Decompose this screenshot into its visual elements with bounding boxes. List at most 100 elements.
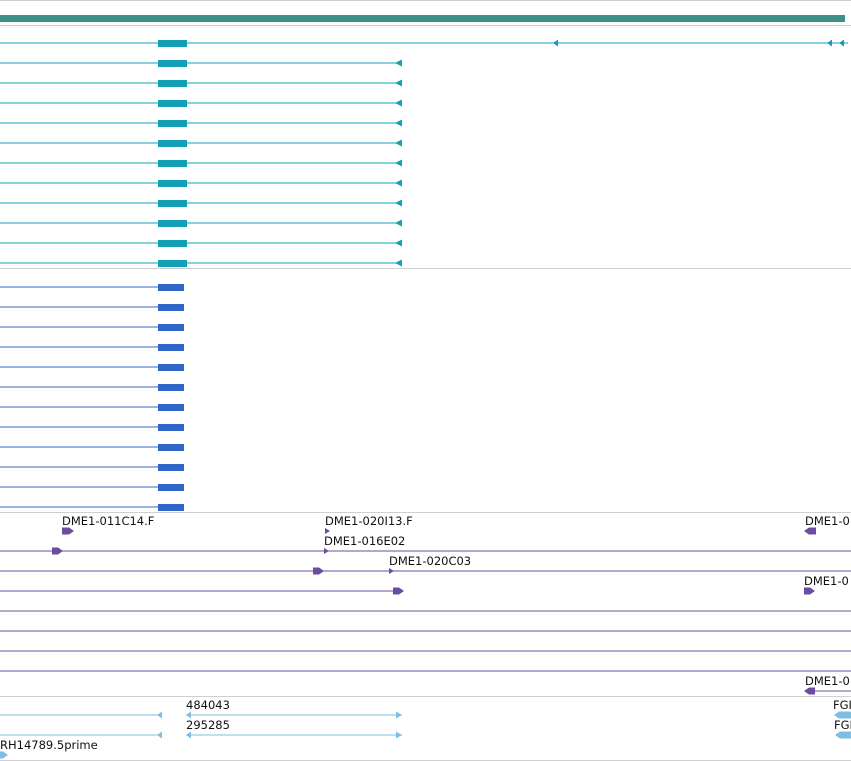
bac-label-dme1-016e02: DME1-016E02 (324, 534, 405, 548)
coding-feature[interactable] (0, 444, 184, 451)
est-arrow-icon (157, 731, 162, 739)
bac-label-dme1-020i13f: DME1-020I13.F (325, 514, 413, 528)
cds-block[interactable] (158, 324, 184, 331)
exon-block[interactable] (158, 140, 187, 147)
est-arrow-icon (186, 731, 191, 739)
coding-feature[interactable] (0, 384, 184, 391)
bac-end-arrow-icon (804, 587, 815, 595)
coding-track (0, 284, 184, 511)
est-feature[interactable] (835, 731, 851, 739)
strand-arrow-icon (395, 239, 402, 247)
bac-end-feature[interactable] (62, 527, 74, 535)
transcript-feature[interactable] (0, 259, 402, 268)
bac-pair-feature[interactable] (0, 567, 851, 575)
bac-end-arrow-icon (325, 528, 330, 534)
bac-pair-feature[interactable] (804, 687, 851, 695)
exon-block[interactable] (158, 180, 187, 187)
coding-feature[interactable] (0, 304, 184, 311)
est-arrow-icon (0, 751, 8, 759)
coding-feature[interactable] (0, 404, 184, 411)
strand-arrow-icon (395, 219, 402, 227)
strand-arrow-icon (553, 39, 558, 47)
gene-feature[interactable] (0, 15, 845, 22)
transcript-feature[interactable] (0, 179, 402, 188)
exon-block[interactable] (158, 100, 187, 107)
transcript-feature[interactable] (0, 79, 402, 88)
strand-arrow-icon (395, 79, 402, 87)
exon-block[interactable] (158, 60, 187, 67)
bac-end-arrow-icon (52, 547, 63, 555)
est-feature[interactable] (0, 751, 8, 759)
transcript-feature[interactable] (0, 119, 402, 128)
cds-block[interactable] (158, 344, 184, 351)
exon-block[interactable] (158, 160, 187, 167)
strand-arrow-icon (395, 119, 402, 127)
est-feature[interactable] (834, 711, 851, 719)
est-label-295285: 295285 (186, 718, 230, 732)
est-feature[interactable] (186, 711, 402, 719)
cds-block[interactable] (158, 504, 184, 511)
exon-block[interactable] (158, 80, 187, 87)
bac-label-dme1-0-c: DME1-0 (805, 674, 850, 688)
cds-block[interactable] (158, 404, 184, 411)
coding-feature[interactable] (0, 484, 184, 491)
cds-block[interactable] (158, 364, 184, 371)
bac-end-feature[interactable] (325, 528, 330, 534)
strand-arrow-icon (395, 59, 402, 67)
bac-label-dme1-020c03: DME1-020C03 (389, 554, 471, 568)
transcript-feature[interactable] (0, 219, 402, 228)
exon-block[interactable] (158, 120, 187, 127)
exon-block[interactable] (158, 220, 187, 227)
transcript-feature[interactable] (0, 239, 402, 248)
est-track: 484043 FGI 295285 FGI RH14789.5prime (0, 698, 851, 759)
transcript-feature[interactable] (0, 39, 848, 48)
bac-pair-feature[interactable] (0, 587, 815, 595)
coding-feature[interactable] (0, 344, 184, 351)
coding-feature[interactable] (0, 284, 184, 291)
est-arrow-icon (834, 711, 851, 719)
cds-block[interactable] (158, 424, 184, 431)
coding-feature[interactable] (0, 504, 184, 511)
strand-arrow-icon (395, 99, 402, 107)
bac-end-arrow-icon (393, 587, 404, 595)
strand-arrow-icon (395, 179, 402, 187)
strand-arrow-icon (395, 199, 402, 207)
cds-block[interactable] (158, 304, 184, 311)
transcript-feature[interactable] (0, 199, 402, 208)
est-label-fgi-b: FGI (834, 718, 851, 732)
bac-end-track: DME1-011C14.F DME1-020I13.F DME1-0 DME1-… (0, 514, 851, 695)
bac-label-dme1-0-b: DME1-0 (804, 574, 849, 588)
transcript-feature[interactable] (0, 99, 402, 108)
transcript-feature[interactable] (0, 139, 402, 148)
coding-feature[interactable] (0, 324, 184, 331)
est-arrow-icon (186, 711, 191, 719)
cds-block[interactable] (158, 464, 184, 471)
bac-end-arrow-icon (313, 567, 324, 575)
coding-feature[interactable] (0, 464, 184, 471)
bac-end-arrow-icon (62, 527, 74, 535)
exon-block[interactable] (158, 240, 187, 247)
est-feature[interactable] (186, 731, 402, 739)
est-label-rh14789-5prime: RH14789.5prime (0, 738, 98, 752)
cds-block[interactable] (158, 284, 184, 291)
transcript-feature[interactable] (0, 59, 402, 68)
exon-block[interactable] (158, 260, 187, 267)
est-feature[interactable] (0, 731, 162, 739)
transcript-feature[interactable] (0, 159, 402, 168)
est-feature[interactable] (0, 711, 162, 719)
cds-block[interactable] (158, 384, 184, 391)
cds-block[interactable] (158, 444, 184, 451)
cds-block[interactable] (158, 484, 184, 491)
coding-feature[interactable] (0, 424, 184, 431)
bac-pair-feature[interactable] (0, 547, 851, 555)
strand-arrow-icon (827, 39, 832, 47)
transcript-track (0, 39, 848, 268)
coding-feature[interactable] (0, 364, 184, 371)
gene-track[interactable] (0, 15, 845, 22)
exon-block[interactable] (158, 200, 187, 207)
exon-block[interactable] (158, 40, 187, 47)
bac-end-feature[interactable] (804, 527, 816, 535)
est-label-fgi-a: FGI (833, 698, 851, 712)
